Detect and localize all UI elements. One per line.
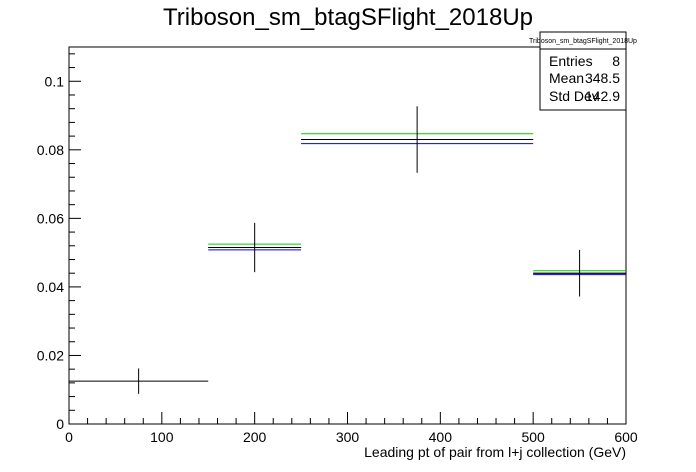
stats-stddev-value: 142.9	[585, 88, 620, 104]
y-tick-label: 0	[56, 416, 64, 432]
stats-box: Triboson_sm_btagSFlight_2018Up Entries 8…	[529, 31, 637, 111]
stats-entries-value: 8	[612, 53, 620, 69]
stats-mean-label: Mean	[549, 70, 584, 86]
stats-box-title: Triboson_sm_btagSFlight_2018Up	[529, 38, 637, 45]
x-tick-label: 500	[521, 429, 545, 445]
y-tick-label: 0.06	[37, 210, 64, 226]
y-tick-label: 0.04	[37, 279, 64, 295]
x-tick-label: 300	[336, 429, 360, 445]
x-tick-label: 400	[429, 429, 453, 445]
chart-title: Triboson_sm_btagSFlight_2018Up	[163, 4, 533, 31]
y-tick-label: 0.1	[45, 73, 65, 89]
x-tick-label: 100	[150, 429, 174, 445]
x-tick-label: 0	[65, 429, 73, 445]
x-tick-label: 600	[614, 429, 638, 445]
data-series	[69, 106, 626, 394]
stats-entries-label: Entries	[549, 53, 593, 69]
axes: 0 100 200 300 400 500 600 0 0.02 0.04 0.06 0.08 0.1	[37, 46, 638, 445]
stats-mean-value: 348.5	[585, 70, 620, 86]
y-tick-label: 0.02	[37, 347, 64, 363]
x-axis-label: Leading pt of pair from l+j collection (…	[364, 444, 626, 460]
y-tick-label: 0.08	[37, 142, 64, 158]
x-tick-label: 200	[243, 429, 267, 445]
stats-box-frame	[539, 31, 627, 111]
stats-stddev-label: Std Dev	[549, 88, 599, 104]
